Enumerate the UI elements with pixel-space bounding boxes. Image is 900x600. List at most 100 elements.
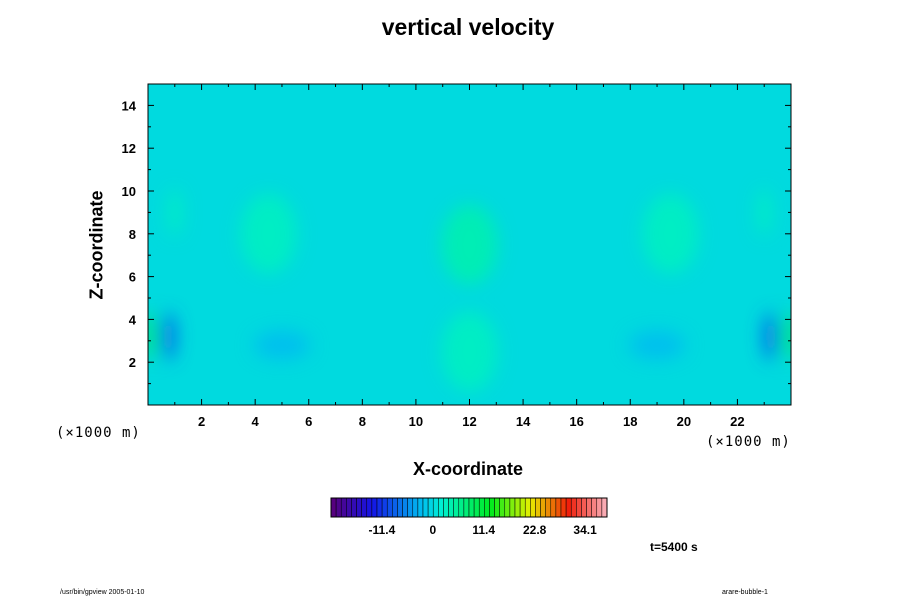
colorbar-segment (432, 497, 439, 518)
colorbar-tick-label: 34.1 (573, 523, 597, 537)
colorbar-segment (560, 497, 567, 518)
colorbar-segment (581, 497, 587, 518)
colorbar-segment (499, 497, 506, 518)
colorbar-segment (453, 497, 460, 518)
y-tick-label: 10 (122, 184, 136, 199)
colorbar-tick-label: 22.8 (523, 523, 547, 537)
x-tick-label: 2 (198, 414, 205, 429)
colorbar-segment (519, 497, 526, 518)
colorbar-segment (463, 497, 470, 518)
colorbar-segment (530, 497, 536, 518)
x-tick-label: 4 (252, 414, 260, 429)
y-tick-label: 6 (129, 270, 136, 285)
colorbar-segment (458, 497, 465, 518)
x-tick-label: 18 (623, 414, 637, 429)
colorbar-segment (443, 497, 449, 518)
colorbar-segment (524, 497, 531, 518)
colorbar-segment (514, 497, 521, 518)
colorbar-segment (484, 497, 490, 518)
colorbar-segment (407, 497, 414, 518)
colorbar-segment (576, 497, 582, 518)
y-tick-label: 14 (122, 98, 137, 113)
y-tick-label: 4 (129, 312, 137, 327)
y-tick-label: 2 (129, 355, 136, 370)
colorbar: -11.4 0 11.4 22.8 34.1 (330, 497, 608, 537)
z-unit-label: (×1000 m) (56, 425, 141, 441)
x-tick-label: 6 (305, 414, 312, 429)
colorbar-segment (397, 497, 403, 518)
colorbar-segment (402, 497, 408, 518)
colorbar-segment (596, 497, 603, 518)
x-tick-label: 14 (516, 414, 531, 429)
colorbar-segment (361, 497, 368, 518)
colorbar-segment (330, 497, 337, 518)
field-feature (757, 188, 772, 237)
colorbar-segment (586, 497, 592, 518)
colorbar-segment (591, 497, 598, 518)
x-tick-label: 12 (462, 414, 476, 429)
field-feature (148, 312, 157, 361)
colorbar-segment (427, 497, 434, 518)
colorbar-segment (570, 497, 577, 518)
colorbar-segment (545, 497, 552, 518)
field-feature (253, 331, 310, 360)
colorbar-segment (540, 497, 546, 518)
field-feature (763, 312, 778, 361)
field-feature (167, 188, 182, 237)
colorbar-segment (550, 497, 557, 518)
field-feature (441, 311, 498, 392)
colorbar-segment (494, 497, 500, 518)
field-feature (782, 312, 791, 361)
x-unit-label: (×1000 m) (706, 434, 791, 450)
y-axis-label: Z-coordinate (86, 190, 107, 300)
colorbar-segment (376, 497, 383, 518)
colorbar-segment (386, 497, 393, 518)
colorbar-segment (412, 497, 419, 518)
x-axis-label: X-coordinate (412, 459, 523, 479)
colorbar-segment (473, 497, 480, 518)
colorbar-segment (504, 497, 511, 518)
footer-dataset: arare-bubble-1 (722, 589, 768, 596)
chart-title: vertical velocity (381, 14, 555, 40)
field-feature (161, 312, 176, 361)
colorbar-segment (371, 497, 378, 518)
x-tick-label: 20 (677, 414, 691, 429)
colorbar-segment (438, 497, 444, 518)
field-feature (441, 204, 498, 285)
colorbar-segment (489, 497, 495, 518)
colorbar-segment (565, 497, 572, 518)
colorbar-segment (392, 497, 398, 518)
colorbar-segment (366, 497, 373, 518)
colorbar-frame (330, 497, 608, 518)
colorbar-segment (555, 497, 562, 518)
colorbar-segment (335, 497, 342, 518)
colorbar-segment (381, 497, 388, 518)
colorbar-tick-label: -11.4 (369, 523, 396, 537)
colorbar-segment (601, 497, 608, 518)
x-tick-label: 16 (569, 414, 583, 429)
time-label: t=5400 s (650, 540, 698, 554)
colorbar-segment (356, 497, 362, 518)
colorbar-segment (535, 497, 541, 518)
field-feature (629, 331, 686, 360)
field-feature (642, 193, 699, 274)
y-tick-label: 8 (129, 227, 136, 242)
field-feature (240, 193, 297, 274)
colorbar-segment (417, 497, 424, 518)
colorbar-segment (509, 497, 516, 518)
colorbar-segment (478, 497, 485, 518)
x-tick-label: 10 (409, 414, 423, 429)
colorbar-segment (468, 497, 475, 518)
y-tick-label: 12 (122, 141, 136, 156)
colorbar-segment (448, 497, 454, 518)
colorbar-segment (351, 497, 357, 518)
x-tick-label: 8 (359, 414, 366, 429)
colorbar-segment (346, 497, 352, 518)
footer-command: /usr/bin/gpview 2005-01-10 (60, 589, 145, 596)
colorbar-tick-label: 0 (429, 523, 436, 537)
x-tick-label: 22 (730, 414, 744, 429)
colorbar-segment (422, 497, 429, 518)
colorbar-segment (340, 497, 347, 518)
colorbar-tick-label: 11.4 (472, 523, 495, 537)
